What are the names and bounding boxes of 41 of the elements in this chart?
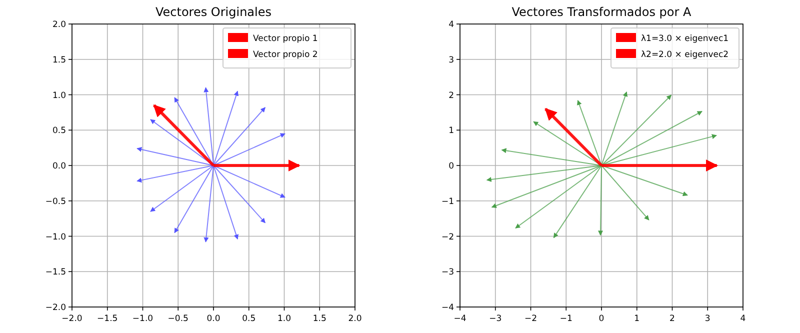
y-tick-label: 0 xyxy=(448,162,454,172)
x-tick-label: −1.5 xyxy=(97,314,118,324)
x-tick-label: 2 xyxy=(670,314,675,324)
x-tick-label: −3 xyxy=(489,314,502,324)
y-tick-label: −2.0 xyxy=(45,303,66,313)
y-tick-label: 1 xyxy=(448,126,454,136)
y-tick-label: −4 xyxy=(441,303,454,313)
y-tick-label: −1.5 xyxy=(45,268,66,278)
y-tick-label: 0.0 xyxy=(52,162,66,172)
x-tick-label: −1 xyxy=(560,314,572,324)
x-tick-label: 3 xyxy=(704,314,710,324)
legend-label: Vector propio 1 xyxy=(253,34,318,44)
legend-label: λ1=3.0 × eigenvec1 xyxy=(641,34,729,44)
x-tick-label: 1 xyxy=(634,314,640,324)
legend-label: λ2=2.0 × eigenvec2 xyxy=(641,50,729,60)
x-tick-label: −2 xyxy=(524,314,538,324)
y-tick-label: 1.5 xyxy=(52,55,66,66)
legend-label: Vector propio 2 xyxy=(253,50,318,60)
y-tick-label: 4 xyxy=(448,20,454,30)
x-tick-label: 2.0 xyxy=(348,314,362,324)
y-tick-label: −1.0 xyxy=(45,232,66,242)
y-tick-label: 0.5 xyxy=(52,126,66,136)
y-tick-label: 3 xyxy=(448,55,454,66)
chart-title: Vectores Originales xyxy=(155,5,272,19)
x-tick-label: −0.5 xyxy=(168,314,188,324)
y-tick-label: 1.0 xyxy=(52,90,66,101)
y-tick-label: 2.0 xyxy=(52,20,66,30)
x-tick-label: 1.5 xyxy=(312,314,326,324)
x-tick-label: 1.0 xyxy=(277,314,292,324)
y-tick-label: −0.5 xyxy=(45,196,66,207)
x-tick-label: 0.5 xyxy=(242,314,256,324)
x-tick-label: 0.0 xyxy=(206,314,220,324)
y-tick-label: −2 xyxy=(441,232,454,242)
x-tick-label: 0 xyxy=(598,314,604,324)
chart-title: Vectores Transformados por A xyxy=(512,5,692,19)
x-tick-label: 4 xyxy=(740,314,746,324)
y-tick-label: −1 xyxy=(441,196,454,207)
y-tick-label: −3 xyxy=(441,268,454,278)
x-tick-label: −2.0 xyxy=(62,314,82,324)
x-tick-label: −1.0 xyxy=(132,314,154,324)
y-tick-label: 2 xyxy=(448,90,454,101)
